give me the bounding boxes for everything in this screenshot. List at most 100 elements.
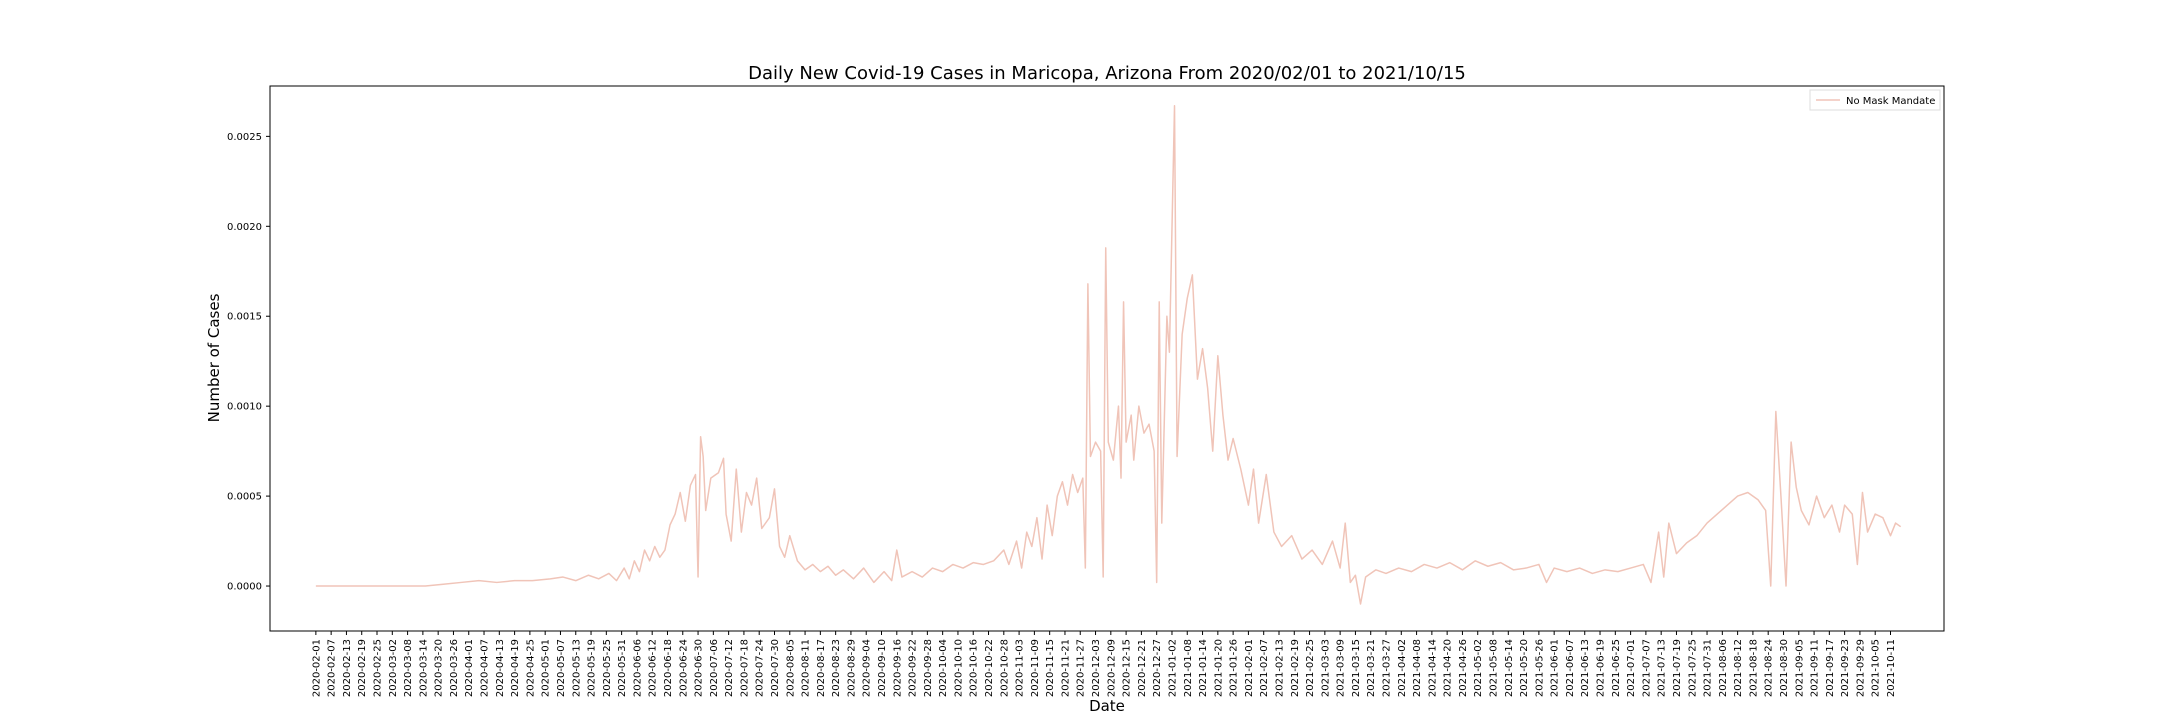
x-tick-label: 2021-08-12 [1733,639,1744,697]
x-tick-label: 2020-12-15 [1122,639,1133,697]
x-tick-label: 2021-01-08 [1183,639,1194,697]
y-tick-label: 0.0025 [227,132,262,143]
x-tick-label: 2020-07-18 [739,639,750,697]
x-tick-label: 2021-10-11 [1886,639,1897,697]
x-tick-label: 2020-10-10 [953,639,964,697]
x-tick-label: 2020-10-16 [969,639,980,697]
x-tick-label: 2021-05-14 [1504,639,1515,697]
x-tick-label: 2021-05-02 [1473,639,1484,697]
x-tick-label: 2021-01-02 [1167,639,1178,697]
x-tick-label: 2020-11-21 [1060,639,1071,697]
x-tick-label: 2020-06-06 [632,639,643,697]
x-tick-label: 2021-09-17 [1825,639,1836,697]
x-tick-label: 2021-08-24 [1764,639,1775,697]
x-tick-label: 2021-06-25 [1611,639,1622,697]
x-tick-label: 2020-12-03 [1091,639,1102,697]
x-tick-label: 2020-04-13 [495,639,506,697]
x-tick-label: 2021-06-01 [1550,639,1561,697]
x-tick-label: 2021-03-15 [1351,639,1362,697]
x-tick-label: 2020-03-14 [418,639,429,697]
x-tick-label: 2020-08-11 [801,639,812,697]
x-tick-label: 2020-05-13 [571,639,582,697]
x-tick-label: 2020-12-27 [1152,639,1163,697]
x-tick-label: 2021-02-13 [1274,639,1285,697]
x-tick-label: 2021-06-13 [1580,639,1591,697]
x-tick-label: 2020-06-30 [694,639,705,697]
x-tick-label: 2020-03-08 [403,639,414,697]
y-tick-label: 0.0010 [227,402,262,413]
x-tick-label: 2020-07-12 [724,639,735,697]
x-tick-label: 2020-03-02 [388,639,399,697]
x-tick-label: 2021-05-26 [1534,639,1545,697]
x-tick-label: 2020-04-25 [525,639,536,697]
legend-label: No Mask Mandate [1846,96,1935,107]
x-tick-label: 2021-06-07 [1565,639,1576,697]
x-tick-label: 2020-02-01 [311,639,322,697]
x-tick-label: 2020-02-13 [342,639,353,697]
x-tick-label: 2020-08-23 [831,639,842,697]
x-tick-label: 2020-03-20 [434,639,445,697]
x-tick-label: 2020-10-04 [938,639,949,697]
x-tick-label: 2020-05-01 [541,639,552,697]
x-tick-label: 2021-03-03 [1320,639,1331,697]
x-tick-label: 2021-07-01 [1626,639,1637,697]
x-axis-label: Date [1089,697,1125,715]
x-tick-label: 2020-04-01 [464,639,475,697]
x-tick-label: 2021-03-09 [1336,639,1347,697]
x-tick-label: 2020-09-10 [877,639,888,697]
x-tick-label: 2020-02-19 [357,639,368,697]
y-tick-label: 0.0000 [227,582,262,593]
x-tick-label: 2020-06-12 [648,639,659,697]
x-tick-label: 2021-07-07 [1641,639,1652,697]
y-axis: 0.0000 0.0005 0.0010 0.0015 0.0020 0.0025 [227,132,270,593]
x-tick-label: 2021-07-25 [1687,639,1698,697]
x-tick-label: 2021-03-21 [1366,639,1377,697]
x-tick-label: 2020-10-28 [999,639,1010,697]
x-tick-label: 2020-06-18 [663,639,674,697]
plot-frame [269,85,1945,632]
series-line-no-mask-mandate [315,105,1902,605]
legend: No Mask Mandate [1809,89,1941,111]
x-tick-label: 2021-02-01 [1244,639,1255,697]
x-tick-label: 2021-07-13 [1657,639,1668,697]
x-tick-label: 2020-08-29 [846,639,857,697]
x-tick-label: 2021-07-31 [1703,639,1714,697]
x-tick-label: 2020-07-06 [709,639,720,697]
x-tick-label: 2021-02-19 [1290,639,1301,697]
x-tick-label: 2021-09-11 [1810,639,1821,697]
x-tick-label: 2021-05-08 [1489,639,1500,697]
x-tick-label: 2020-11-09 [1030,639,1041,697]
x-tick-label: 2021-04-14 [1427,639,1438,697]
x-tick-label: 2020-12-21 [1137,639,1148,697]
x-tick-label: 2021-09-05 [1794,639,1805,697]
x-axis: 2020-02-01 2020-02-07 2020-02-13 2020-02-19… [311,631,1897,697]
y-axis-label: Number of Cases [205,293,223,422]
y-tick-label: 0.0015 [227,312,262,323]
plot-area [315,105,1902,605]
x-tick-label: 2021-04-20 [1443,639,1454,697]
x-tick-label: 2020-06-24 [678,639,689,697]
x-tick-label: 2020-05-19 [587,639,598,697]
x-tick-label: 2020-11-15 [1045,639,1056,697]
x-tick-label: 2021-08-18 [1748,639,1759,697]
x-tick-label: 2020-09-04 [862,639,873,697]
x-tick-label: 2021-05-20 [1519,639,1530,697]
x-tick-label: 2020-04-07 [480,639,491,697]
x-tick-label: 2021-02-25 [1305,639,1316,697]
x-tick-label: 2021-09-23 [1840,639,1851,697]
x-tick-label: 2021-08-30 [1779,639,1790,697]
x-tick-label: 2021-04-08 [1412,639,1423,697]
chart-title: Daily New Covid-19 Cases in Maricopa, Ar… [748,63,1466,84]
x-tick-label: 2020-07-30 [770,639,781,697]
x-tick-label: 2020-09-28 [923,639,934,697]
x-tick-label: 2021-04-02 [1397,639,1408,697]
x-tick-label: 2020-05-31 [617,639,628,697]
x-tick-label: 2021-03-27 [1382,639,1393,697]
x-tick-label: 2021-10-05 [1871,639,1882,697]
x-tick-label: 2020-07-24 [755,639,766,697]
x-tick-label: 2020-05-25 [602,639,613,697]
x-tick-label: 2021-01-14 [1198,639,1209,697]
x-tick-label: 2020-08-17 [816,639,827,697]
x-tick-label: 2021-01-20 [1213,639,1224,697]
